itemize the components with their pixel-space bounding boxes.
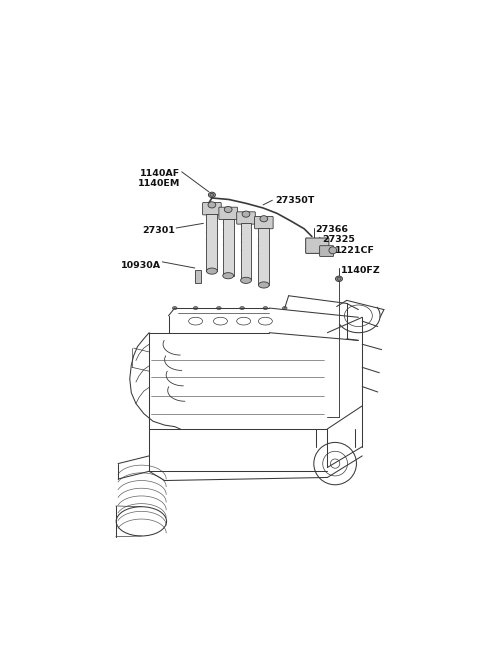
Ellipse shape: [210, 193, 214, 196]
Ellipse shape: [193, 307, 198, 310]
Text: 10930A: 10930A: [120, 261, 161, 270]
FancyBboxPatch shape: [219, 207, 238, 219]
Ellipse shape: [329, 247, 336, 253]
Text: 27366: 27366: [316, 225, 349, 234]
Ellipse shape: [337, 277, 341, 280]
Ellipse shape: [223, 272, 234, 279]
Text: 27325: 27325: [322, 235, 355, 244]
Ellipse shape: [240, 307, 244, 310]
Ellipse shape: [206, 268, 217, 274]
FancyBboxPatch shape: [254, 216, 273, 229]
FancyBboxPatch shape: [203, 202, 221, 215]
Ellipse shape: [263, 307, 268, 310]
Ellipse shape: [242, 211, 250, 217]
Ellipse shape: [258, 282, 269, 288]
Text: 1140AF: 1140AF: [140, 170, 180, 178]
Bar: [240, 223, 252, 280]
FancyBboxPatch shape: [320, 246, 334, 257]
Text: 27350T: 27350T: [276, 196, 315, 206]
Text: 1140EM: 1140EM: [138, 179, 180, 189]
FancyBboxPatch shape: [237, 212, 255, 224]
Ellipse shape: [336, 276, 343, 282]
Ellipse shape: [208, 202, 216, 208]
Text: 27301: 27301: [142, 227, 175, 235]
Bar: [258, 228, 269, 285]
Text: 1140FZ: 1140FZ: [340, 266, 380, 274]
Ellipse shape: [240, 277, 252, 284]
Text: 1221CF: 1221CF: [335, 246, 375, 255]
Ellipse shape: [224, 206, 232, 213]
FancyBboxPatch shape: [306, 238, 329, 253]
Ellipse shape: [172, 307, 177, 310]
Bar: [195, 270, 201, 284]
Ellipse shape: [260, 215, 268, 222]
Ellipse shape: [282, 307, 287, 310]
Bar: [206, 214, 217, 271]
Bar: [223, 219, 234, 276]
Ellipse shape: [208, 192, 216, 198]
Ellipse shape: [216, 307, 221, 310]
